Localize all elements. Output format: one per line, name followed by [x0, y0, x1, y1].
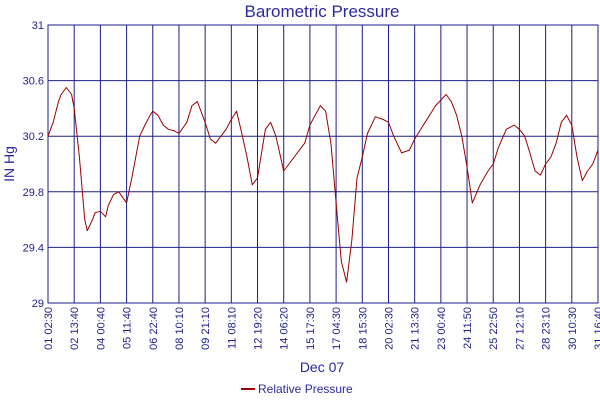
y-tick-label: 30.6 [23, 76, 44, 88]
x-tick-label: 05 11:40 [122, 307, 134, 349]
x-tick-label: 06 22:40 [148, 307, 160, 350]
x-tick-label: 25 22:50 [488, 307, 500, 350]
x-tick-label: 11 08:10 [226, 307, 238, 349]
y-tick-label: 30.2 [23, 131, 44, 143]
series-line-relative-pressure [47, 87, 599, 283]
y-tick-label: 29 [32, 298, 44, 310]
x-tick-label: 12 19:20 [253, 307, 265, 350]
y-tick-labels: 29 29.4 29.8 30.2 30.6 31 [23, 20, 44, 310]
x-tick-label: 04 00:40 [95, 307, 107, 350]
x-tick-label: 14 06:20 [279, 307, 291, 350]
x-tick-label: 27 12:10 [514, 307, 526, 350]
y-tick-label: 31 [32, 20, 44, 32]
series-group [47, 87, 599, 283]
x-tick-label: 01 02:30 [43, 307, 55, 350]
x-tick-label: 15 17:30 [305, 307, 317, 350]
grid-lines [47, 24, 599, 304]
legend-label: Relative Pressure [258, 382, 353, 396]
x-tick-label: 09 21:10 [200, 307, 212, 350]
y-axis-label: IN Hg [1, 146, 17, 182]
x-tick-labels: 01 02:30 02 13:40 04 00:40 05 11:40 06 22:40… [43, 307, 600, 350]
x-tick-label: 28 23:10 [541, 307, 553, 350]
x-tick-label: 20 02:30 [383, 307, 395, 350]
chart-title: Barometric Pressure [245, 2, 400, 21]
x-tick-label: 17 04:30 [331, 307, 343, 350]
x-tick-label: 30 10:30 [567, 307, 579, 350]
y-tick-label: 29.8 [23, 187, 44, 199]
x-tick-label: 18 15:30 [357, 307, 369, 350]
x-tick-label: 02 13:40 [69, 307, 81, 350]
x-tick-label: 08 10:10 [174, 307, 186, 350]
plot-frame [47, 24, 599, 304]
x-tick-label: 23 00:40 [436, 307, 448, 350]
legend: Relative Pressure [241, 382, 353, 396]
y-tick-label: 29.4 [23, 242, 44, 254]
x-tick-label: 24 11:50 [462, 307, 474, 349]
x-tick-label: 21 13:30 [410, 307, 422, 350]
x-axis-label: Dec 07 [300, 359, 345, 375]
x-tick-label: 31 16:40 [593, 307, 600, 350]
